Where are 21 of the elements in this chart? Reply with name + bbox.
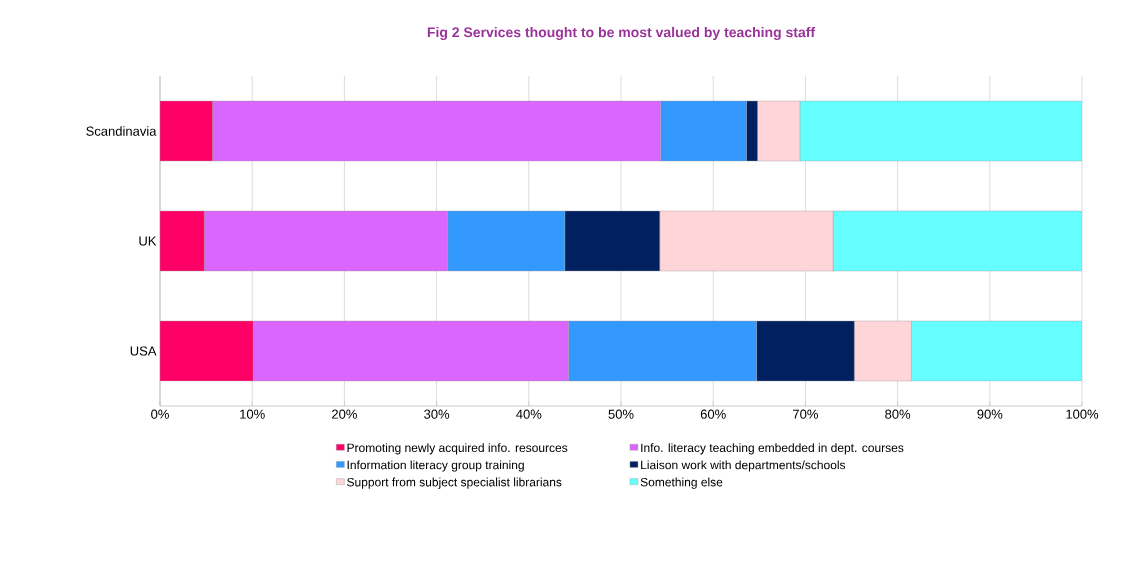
- x-tick-label: 20%: [332, 409, 357, 419]
- y-tick-label: UK: [139, 236, 157, 246]
- x-tick-label: 30%: [424, 409, 450, 419]
- legend-label: Info. literacy teaching embedded in dept. courses: [641, 443, 904, 455]
- x-tick-label: 40%: [516, 409, 542, 419]
- x-tick-label: 0%: [151, 409, 169, 419]
- x-tick-label: 50%: [608, 409, 634, 419]
- x-tick-label: 80%: [885, 409, 911, 419]
- legend-label: Liaison work with departments/schools: [641, 460, 846, 472]
- x-tick-label: 10%: [240, 409, 265, 419]
- legend-label: Something else: [640, 477, 723, 489]
- legend-label: Support from subject specialist librarians: [347, 477, 562, 489]
- y-tick-label: Scandinavia: [86, 126, 157, 136]
- chart-title: Fig 2 Services thought to be most valued by teaching staff: [427, 26, 816, 41]
- x-tick-label: 100%: [1066, 409, 1099, 419]
- x-tick-label: 70%: [793, 409, 818, 419]
- legend-label: Promoting newly acquired info. resources: [347, 443, 568, 455]
- legend-label: Information literacy group training: [347, 460, 524, 472]
- y-tick-label: USA: [130, 346, 157, 356]
- x-tick-label: 60%: [700, 409, 726, 419]
- x-tick-label: 90%: [977, 409, 1003, 419]
